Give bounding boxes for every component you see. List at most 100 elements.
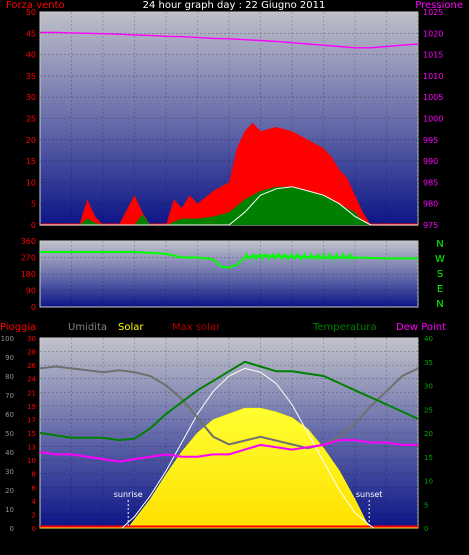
temperature-tick-label: 20 xyxy=(424,430,433,438)
wind-direction-axis-ticks: 360 270 180 90 0 xyxy=(21,237,36,312)
x-tick-label: 04 xyxy=(98,531,108,540)
rain-tick-label: 13 xyxy=(27,444,36,452)
dew-point-series xyxy=(39,439,418,463)
humidity-line xyxy=(39,365,419,450)
temperature-solar-panel: sunrise sunset 01020304050607080901000246… xyxy=(0,322,446,540)
pressure-tick-label: 995 xyxy=(423,136,438,145)
wind-axis-label: Forza vento xyxy=(6,0,65,11)
solar-area xyxy=(40,407,418,529)
wind-tick-label: 0 xyxy=(31,221,36,230)
x-tick-label: 14 xyxy=(255,228,265,237)
compass-label: W xyxy=(435,254,445,265)
x-tick-label: 12 xyxy=(224,228,234,237)
rain-tick-label: 15 xyxy=(27,430,36,438)
rain-tick-label: 17 xyxy=(27,416,36,424)
pressure-tick-label: 1025 xyxy=(423,8,443,17)
pressure-tick-label: 985 xyxy=(423,178,438,187)
rain-tick-label: 8 xyxy=(32,471,36,479)
temperature-tick-label: 35 xyxy=(424,359,433,367)
pressure-tick-label: 1010 xyxy=(423,72,443,81)
x-tick-label: 08 xyxy=(161,228,171,237)
humidity-tick-label: 80 xyxy=(5,373,14,381)
wind-trend-series xyxy=(40,186,418,226)
wind-tick-label: 15 xyxy=(26,157,36,166)
rain-tick-label: 21 xyxy=(27,389,36,397)
wind-average-series xyxy=(40,186,418,225)
max-solar-line xyxy=(121,367,375,529)
pressure-tick-label: 980 xyxy=(423,200,438,209)
temperature-tick-label: 10 xyxy=(424,478,433,486)
temperature-tick-label: 0 xyxy=(424,525,428,533)
sunrise-label: sunrise xyxy=(114,490,143,499)
temperature-line xyxy=(39,360,419,442)
x-tick-label: 02 xyxy=(66,531,76,540)
wind-pressure-axis-ticks: 0510152025303540455097598098599099510001… xyxy=(26,8,444,237)
wind-tick-label: 40 xyxy=(26,51,36,60)
x-tick-label: 18 xyxy=(318,531,328,540)
pressure-tick-label: 1020 xyxy=(423,29,443,38)
wind-tick-label: 35 xyxy=(26,72,36,81)
solar-series xyxy=(40,407,418,529)
rain-tick-label: 10 xyxy=(27,457,36,465)
dew-point-line xyxy=(39,439,418,463)
humidity-series xyxy=(39,365,419,450)
x-tick-label: 00 xyxy=(413,531,423,540)
x-tick-label: 14 xyxy=(255,531,265,540)
x-tick-label: 00 xyxy=(413,228,423,237)
temperature-series xyxy=(39,360,419,442)
rain-tick-label: 6 xyxy=(32,484,37,492)
direction-tick-label: 90 xyxy=(26,287,36,296)
legend: Pioggia Umidita Solar Max solar Temperatura D… xyxy=(0,322,446,333)
rain-tick-label: 30 xyxy=(27,335,36,343)
x-tick-label: 20 xyxy=(350,531,360,540)
wind-tick-label: 25 xyxy=(26,115,36,124)
compass-label: S xyxy=(437,269,443,280)
wind-tick-label: 20 xyxy=(26,136,36,145)
legend-item: Dew Point xyxy=(396,322,446,333)
wind-tick-label: 50 xyxy=(26,8,36,17)
x-tick-label: 04 xyxy=(98,228,108,237)
wind-average-area xyxy=(40,186,418,225)
x-tick-label: 10 xyxy=(192,531,202,540)
x-tick-label: 18 xyxy=(318,228,328,237)
humidity-tick-label: 30 xyxy=(5,468,14,476)
humidity-tick-label: 90 xyxy=(5,354,14,362)
x-tick-label: 22 xyxy=(381,228,391,237)
x-tick-label: 12 xyxy=(224,531,234,540)
temperature-tick-label: 40 xyxy=(424,335,433,343)
rain-tick-label: 2 xyxy=(32,511,36,519)
temperature-solar-axis-ticks: 0102030405060708090100024681013151719212… xyxy=(1,335,433,540)
humidity-tick-label: 100 xyxy=(1,335,14,343)
wind-tick-label: 30 xyxy=(26,93,36,102)
temperature-tick-label: 30 xyxy=(424,383,433,391)
humidity-tick-label: 40 xyxy=(5,449,14,457)
wind-pressure-panel: 0510152025303540455097598098599099510001… xyxy=(6,0,463,237)
sunset-label: sunset xyxy=(356,490,383,499)
wind-trend-line xyxy=(40,186,418,226)
direction-variance-line xyxy=(244,251,355,262)
sun-markers: sunrise sunset xyxy=(114,490,383,526)
humidity-tick-label: 50 xyxy=(5,430,14,438)
wind-tick-label: 10 xyxy=(26,178,36,187)
x-tick-label: 20 xyxy=(350,228,360,237)
direction-tick-label: 270 xyxy=(21,254,36,263)
humidity-tick-label: 10 xyxy=(5,506,14,514)
x-tick-label: 16 xyxy=(287,228,297,237)
direction-tick-label: 180 xyxy=(21,270,36,279)
rain-tick-label: 24 xyxy=(27,376,36,384)
max-solar-series xyxy=(121,367,375,529)
legend-item: Umidita xyxy=(68,322,107,333)
wind-direction-grid xyxy=(40,241,419,307)
temperature-tick-label: 5 xyxy=(424,501,428,509)
humidity-tick-label: 60 xyxy=(5,411,14,419)
humidity-tick-label: 20 xyxy=(5,487,14,495)
x-tick-label: 08 xyxy=(161,531,171,540)
pressure-tick-label: 1005 xyxy=(423,93,443,102)
x-tick-label: 06 xyxy=(129,228,139,237)
chart-title: 24 hour graph day : 22 Giugno 2011 xyxy=(143,0,326,11)
pressure-series xyxy=(40,31,419,49)
x-tick-label: 10 xyxy=(192,228,202,237)
